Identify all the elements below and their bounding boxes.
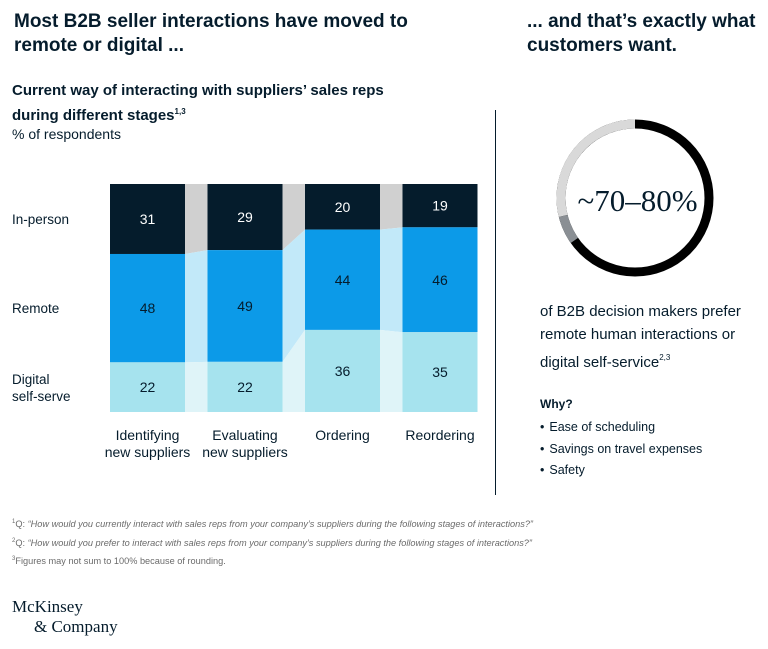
stat-description: of B2B decision makers prefer remote hum… xyxy=(540,300,765,374)
footnote-2-number: 2 xyxy=(12,538,16,544)
bar-segment xyxy=(207,184,283,251)
flow-band xyxy=(282,229,305,362)
data-label: 35 xyxy=(432,364,448,380)
big-stat: ~70–80% xyxy=(577,183,698,218)
ring-light-arc xyxy=(556,119,636,217)
why-item: Savings on travel expenses xyxy=(540,439,702,461)
data-label: 46 xyxy=(432,272,448,288)
data-label: 29 xyxy=(237,209,253,225)
data-label: 19 xyxy=(432,198,448,214)
flow-band xyxy=(380,184,403,230)
data-label: 22 xyxy=(140,379,156,395)
data-label: 20 xyxy=(335,199,351,215)
mckinsey-logo: McKinsey & Company xyxy=(12,597,118,637)
flow-band xyxy=(380,227,403,333)
flow-band xyxy=(185,184,208,254)
chart-title: Current way of interacting with supplier… xyxy=(12,80,412,126)
why-item: Ease of scheduling xyxy=(540,417,702,439)
flow-band xyxy=(185,250,208,363)
footnote-1-text: “How would you currently interact with s… xyxy=(27,519,533,529)
stacked-bar-chart: 31 48 22 29 49 22 20 44 36 19 46 35 In-person Remote D… xyxy=(12,184,478,460)
bar-segment xyxy=(402,184,478,228)
series-label: In-person xyxy=(12,212,69,227)
category-label: Evaluating xyxy=(212,427,277,443)
logo-line-1: McKinsey xyxy=(12,597,83,616)
why-item: Safety xyxy=(540,460,702,482)
data-label: 31 xyxy=(140,211,156,227)
category-label: Reordering xyxy=(405,427,474,443)
why-list: Ease of scheduling Savings on travel exp… xyxy=(540,417,702,482)
why-title: Why? xyxy=(540,397,573,411)
flow-band xyxy=(282,329,305,412)
footnote-1-number: 1 xyxy=(12,519,16,525)
data-label: 48 xyxy=(140,300,156,316)
series-label: Digital xyxy=(12,372,50,387)
bar-segment xyxy=(305,229,380,330)
flow-band xyxy=(282,184,305,251)
flow-band xyxy=(380,329,403,412)
ring-mid-arc xyxy=(558,214,579,244)
data-label: 36 xyxy=(335,363,351,379)
footnote-3: 3Figures may not sum to 100% because of … xyxy=(12,556,226,566)
bar-segment xyxy=(305,184,380,230)
category-label: new suppliers xyxy=(202,444,288,460)
bar-segment xyxy=(402,227,478,333)
chart-title-text: Current way of interacting with supplier… xyxy=(12,82,384,124)
chart-subtitle: % of respondents xyxy=(12,126,121,142)
data-label: 22 xyxy=(237,379,253,395)
chart-title-footnote-ref: 1,3 xyxy=(174,107,186,116)
footnote-2-prefix: Q: xyxy=(15,538,28,548)
footnote-2-text: “How would you prefer to interact with s… xyxy=(27,538,532,548)
bar-segment xyxy=(110,362,185,412)
footnote-1-prefix: Q: xyxy=(15,519,28,529)
headline-right: ... and that’s exactly what customers wa… xyxy=(527,11,756,56)
footnote-3-number: 3 xyxy=(12,556,16,562)
stat-description-footnote-ref: 2,3 xyxy=(659,353,671,362)
headline-left: Most B2B seller interactions have moved … xyxy=(14,11,408,56)
footnote-3-text: Figures may not sum to 100% because of r… xyxy=(15,556,226,566)
bar-segment xyxy=(305,329,380,412)
bar-segment xyxy=(207,250,283,362)
flow-band xyxy=(185,361,208,412)
category-label: Ordering xyxy=(315,427,369,443)
data-label: 49 xyxy=(237,298,253,314)
series-label: Remote xyxy=(12,301,59,316)
bar-segment xyxy=(402,332,478,412)
bar-segment xyxy=(110,253,185,363)
footnote-2: 2Q: “How would you prefer to interact wi… xyxy=(12,538,532,548)
logo-line-2: & Company xyxy=(34,617,118,636)
footnote-1: 1Q: “How would you currently interact wi… xyxy=(12,519,533,529)
bar-segment xyxy=(110,184,185,254)
data-label: 44 xyxy=(335,272,351,288)
percentage-ring xyxy=(556,119,714,277)
category-label: new suppliers xyxy=(105,444,191,460)
series-label: self-serve xyxy=(12,389,71,404)
vertical-divider xyxy=(495,110,496,495)
category-label: Identifying xyxy=(116,427,180,443)
bar-segment xyxy=(207,361,283,412)
stat-description-text: of B2B decision makers prefer remote hum… xyxy=(540,303,741,371)
